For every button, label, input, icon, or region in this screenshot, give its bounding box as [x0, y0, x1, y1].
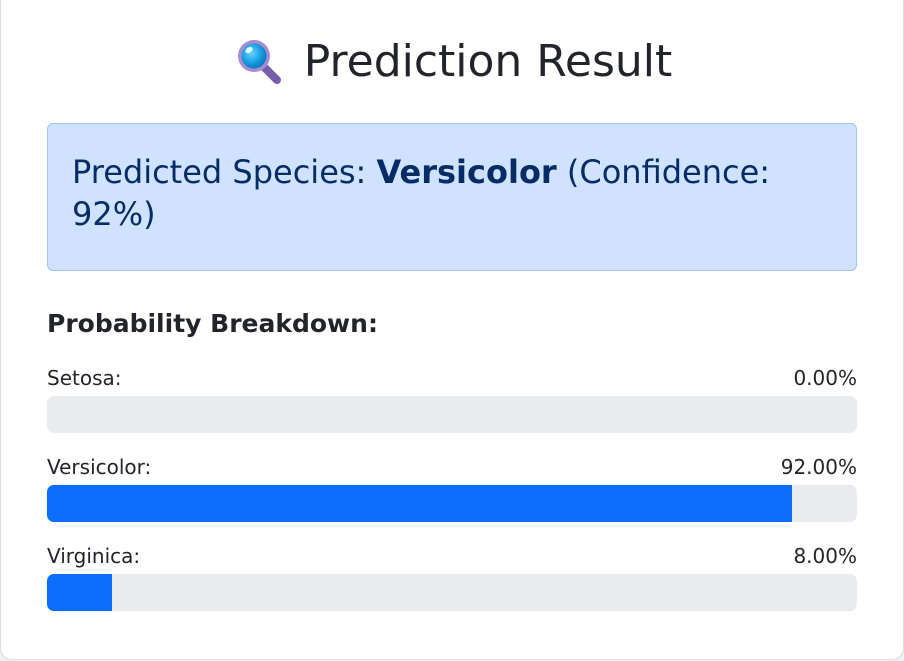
breakdown-title: Probability Breakdown: — [47, 309, 378, 338]
prob-row-setosa: Setosa: 0.00% — [47, 364, 857, 433]
prediction-confidence: (Confidence: 92%) — [72, 153, 771, 233]
magnifying-glass-icon — [237, 40, 281, 84]
page-title: Prediction Result — [303, 35, 673, 87]
progress-fill — [47, 485, 793, 522]
prob-value: 8.00% — [793, 544, 857, 568]
predicted-species: Versicolor — [376, 153, 557, 191]
prob-value: 0.00% — [793, 366, 857, 390]
progress-track — [47, 574, 857, 611]
prediction-alert: Predicted Species: Versicolor (Confidenc… — [47, 123, 857, 271]
progress-fill — [47, 574, 112, 611]
page-header: Prediction Result — [1, 31, 904, 91]
prob-label: Virginica: — [47, 544, 141, 568]
prob-row-versicolor: Versicolor: 92.00% — [47, 453, 857, 522]
prob-label: Setosa: — [47, 366, 122, 390]
prob-row-virginica: Virginica: 8.00% — [47, 542, 857, 611]
prob-label: Versicolor: — [47, 455, 152, 479]
prediction-prefix: Predicted Species: — [72, 153, 377, 191]
progress-track — [47, 485, 857, 522]
prob-value: 92.00% — [780, 455, 857, 479]
progress-track — [47, 396, 857, 433]
